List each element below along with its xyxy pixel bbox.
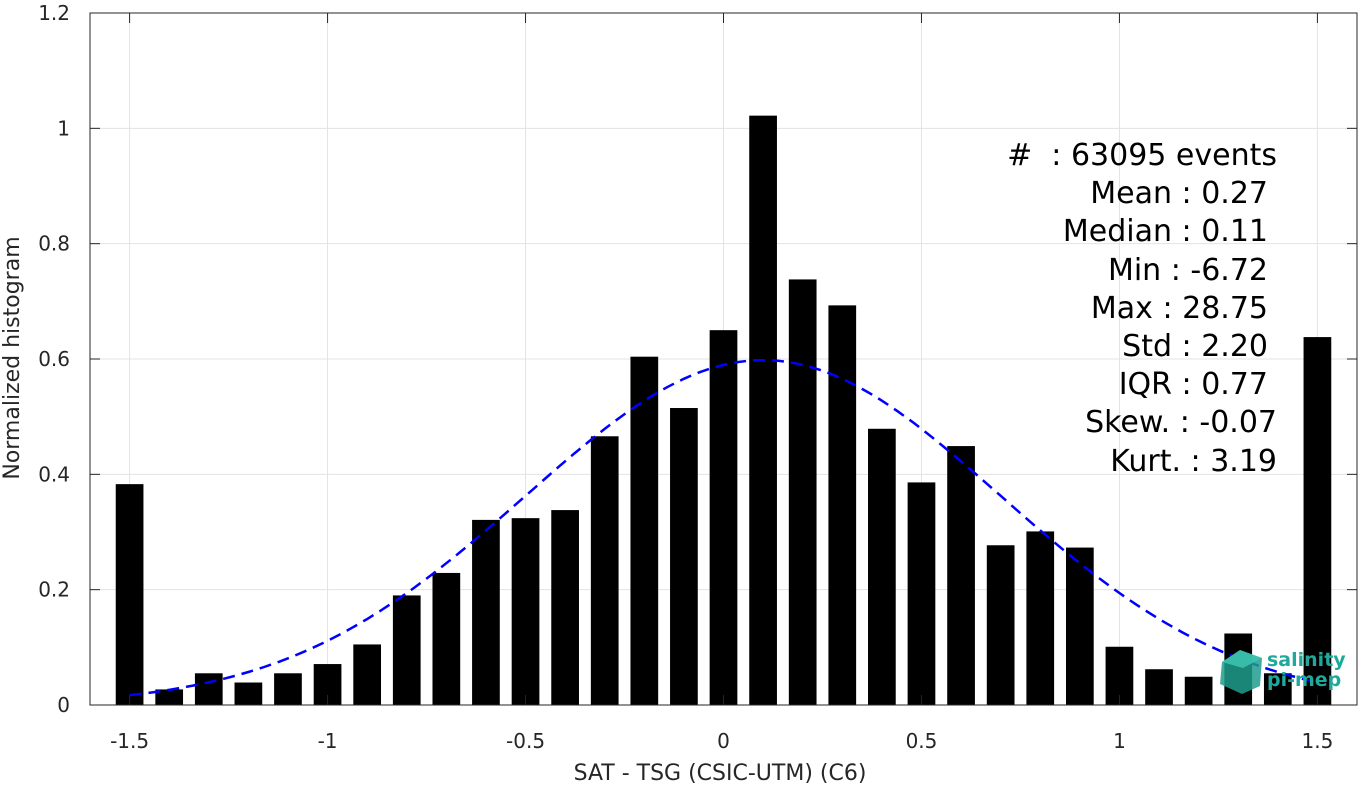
x-tick-label: -0.5 [506,729,545,753]
histogram-bar [194,673,223,705]
histogram-bar [511,518,540,705]
x-tick-label: -1 [318,729,338,753]
y-tick-label: 1 [57,116,70,140]
histogram-bar [392,595,421,705]
y-tick-label: 0.8 [38,232,70,256]
stats-min: Min : -6.72 [1108,253,1268,288]
histogram-bar [788,279,817,705]
y-tick-label: 1.2 [38,1,70,25]
histogram-bar [749,115,777,705]
histogram-bar [868,428,896,705]
histogram-bar [551,510,579,705]
histogram-bar [432,572,461,705]
histogram-bar [1184,676,1213,705]
histogram-bar [986,545,1015,705]
y-axis-label: Normalized histogram [0,236,25,479]
x-tick-label: 0.5 [906,729,938,753]
stats-iqr: IQR : 0.77 [1119,367,1268,402]
histogram-bar [1026,531,1055,705]
bars [115,115,1332,705]
histogram-bar [947,446,975,705]
histogram-bar [234,682,263,705]
fit-curve [129,358,1318,697]
histogram-bar [1263,673,1292,705]
stats-box: # : 63095 events Mean : 0.27 Median : 0.… [1007,138,1277,479]
x-axis-label: SAT - TSG (CSIC-UTM) (C6) [574,761,867,785]
stats-kurt: Kurt. : 3.19 [1110,444,1277,479]
histogram-bar [828,305,857,705]
histogram-bar [907,482,936,705]
gaussian-fit-line [129,358,1318,697]
histogram-bar [274,673,302,705]
histogram-bar [1065,547,1094,705]
stats-max: Max : 28.75 [1091,291,1268,326]
histogram-bar [1303,337,1332,705]
histogram-bar [630,356,659,705]
logo-text-pimep: pi-mep [1267,669,1341,691]
y-tick-label: 0 [57,693,70,717]
salinity-pimep-logo: salinity pi-mep [1220,649,1346,694]
histogram-bar [709,330,738,705]
stats-skew: Skew. : -0.07 [1085,405,1277,440]
stats-events: # : 63095 events [1007,138,1277,173]
x-tick-label: 0 [717,729,730,753]
logo-text-salinity: salinity [1267,649,1346,671]
y-tick-label: 0.4 [38,462,70,486]
logo-cube-face-icon [1222,650,1262,668]
histogram-bar [590,436,619,705]
histogram-bar [155,689,184,705]
ticks: -1.5 -1 -0.5 0 0.5 1 1.5 0 0.2 0.4 0.6 0.8 1 1.2 [38,1,1357,753]
stats-std: Std : 2.20 [1122,329,1268,364]
x-tick-label: 1 [1113,729,1126,753]
stats-median: Median : 0.11 [1063,214,1268,249]
stats-mean: Mean : 0.27 [1090,176,1268,211]
histogram-bar [472,519,500,705]
histogram-bar [670,408,698,705]
y-tick-label: 0.6 [38,347,70,371]
histogram-bar [1145,669,1173,705]
x-tick-label: -1.5 [110,729,149,753]
histogram-bar [115,484,144,705]
y-tick-label: 0.2 [38,578,70,602]
x-tick-label: 1.5 [1302,729,1334,753]
histogram-bar [353,644,382,705]
